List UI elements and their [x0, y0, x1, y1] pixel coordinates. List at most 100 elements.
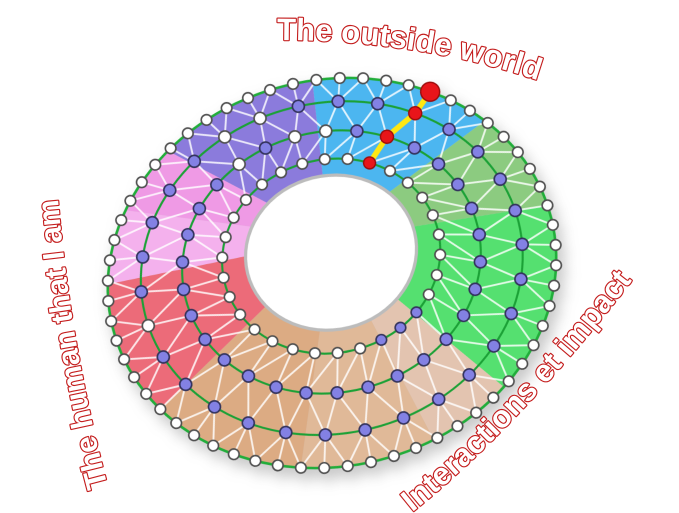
node-ring2[interactable] [279, 425, 294, 440]
node-ring2[interactable] [431, 392, 446, 407]
node-ring3[interactable] [299, 386, 314, 401]
node-outer[interactable] [546, 218, 559, 231]
node-inner[interactable] [401, 176, 414, 189]
node-inner[interactable] [331, 346, 344, 360]
node-outer[interactable] [543, 299, 556, 313]
highlight-node-ring3[interactable] [379, 129, 395, 145]
node-outer[interactable] [105, 315, 118, 328]
node-ring3[interactable] [184, 308, 199, 323]
node-inner[interactable] [219, 231, 232, 244]
node-ring2[interactable] [493, 172, 508, 187]
node-outer[interactable] [220, 101, 233, 115]
node-ring2[interactable] [207, 400, 222, 415]
node-inner[interactable] [341, 152, 354, 166]
node-ring2[interactable] [442, 122, 457, 137]
node-ring3[interactable] [473, 255, 488, 270]
node-ring2[interactable] [462, 368, 477, 383]
node-outer[interactable] [101, 274, 115, 287]
node-outer[interactable] [115, 214, 128, 227]
node-outer[interactable] [200, 113, 213, 127]
node-inner[interactable] [223, 290, 236, 304]
node-outer[interactable] [463, 104, 477, 117]
node-ring3[interactable] [431, 157, 446, 172]
node-outer[interactable] [431, 431, 444, 445]
node-ring3[interactable] [330, 386, 345, 401]
node-ring2[interactable] [504, 306, 519, 321]
node-ring3[interactable] [451, 177, 466, 192]
node-outer[interactable] [549, 238, 562, 252]
node-outer[interactable] [271, 459, 284, 472]
node-outer[interactable] [380, 74, 393, 87]
node-ring3[interactable] [350, 124, 365, 139]
node-inner[interactable] [375, 333, 388, 346]
node-outer[interactable] [263, 83, 277, 97]
node-ring3[interactable] [318, 124, 334, 139]
node-ring2[interactable] [156, 350, 171, 365]
node-ring3[interactable] [288, 130, 303, 145]
node-ring2[interactable] [218, 130, 233, 145]
node-inner[interactable] [227, 211, 240, 224]
node-inner[interactable] [318, 153, 331, 166]
node-ring3[interactable] [407, 141, 422, 156]
node-ring3[interactable] [361, 380, 376, 395]
highlight-node-ring2[interactable] [407, 105, 423, 121]
node-inner[interactable] [432, 228, 445, 241]
node-ring2[interactable] [396, 411, 411, 426]
node-outer[interactable] [310, 73, 323, 87]
node-inner[interactable] [426, 209, 439, 222]
node-outer[interactable] [286, 77, 300, 91]
node-outer[interactable] [140, 387, 153, 400]
node-outer[interactable] [135, 176, 148, 189]
node-ring2[interactable] [370, 96, 385, 111]
node-inner[interactable] [422, 288, 435, 301]
node-inner[interactable] [286, 343, 299, 356]
node-inner[interactable] [274, 166, 288, 179]
node-ring2[interactable] [291, 99, 306, 114]
node-outer[interactable] [451, 419, 464, 433]
node-ring3[interactable] [472, 227, 487, 242]
node-outer[interactable] [511, 146, 524, 159]
node-outer[interactable] [108, 233, 121, 247]
node-ring2[interactable] [358, 423, 373, 438]
node-ring3[interactable] [175, 255, 190, 270]
node-ring2[interactable] [141, 318, 156, 333]
node-outer[interactable] [170, 416, 183, 430]
node-ring3[interactable] [241, 369, 256, 384]
node-ring2[interactable] [187, 154, 202, 169]
node-outer[interactable] [154, 403, 167, 416]
node-ring2[interactable] [135, 250, 150, 265]
node-inner[interactable] [255, 178, 269, 191]
node-outer[interactable] [341, 459, 354, 473]
node-ring3[interactable] [468, 282, 483, 297]
sector-pink-magenta[interactable] [114, 131, 272, 256]
node-inner[interactable] [216, 251, 229, 264]
node-inner[interactable] [354, 342, 367, 355]
sector-blue[interactable] [300, 42, 496, 207]
node-outer[interactable] [527, 339, 540, 352]
node-outer[interactable] [502, 375, 515, 388]
node-ring2[interactable] [515, 237, 530, 252]
node-outer[interactable] [227, 448, 240, 461]
node-ring2[interactable] [471, 145, 486, 160]
highlight-node-outer[interactable] [419, 80, 442, 103]
node-ring3[interactable] [269, 380, 284, 395]
node-inner[interactable] [416, 191, 429, 204]
node-outer[interactable] [402, 79, 415, 92]
sector-pink-light[interactable] [92, 182, 259, 290]
node-outer[interactable] [103, 254, 117, 267]
node-ring2[interactable] [134, 285, 149, 300]
highlight-node-inner[interactable] [362, 156, 377, 171]
node-outer[interactable] [541, 199, 554, 212]
node-inner[interactable] [239, 193, 253, 206]
node-outer[interactable] [533, 180, 546, 193]
node-ring2[interactable] [145, 215, 160, 230]
node-outer[interactable] [547, 279, 561, 292]
node-ring3[interactable] [464, 201, 479, 216]
node-outer[interactable] [364, 455, 378, 469]
node-ring2[interactable] [253, 111, 268, 126]
node-ring3[interactable] [181, 227, 196, 242]
node-ring3[interactable] [217, 353, 232, 368]
node-outer[interactable] [118, 353, 131, 366]
node-inner[interactable] [383, 164, 397, 178]
node-outer[interactable] [516, 357, 529, 370]
